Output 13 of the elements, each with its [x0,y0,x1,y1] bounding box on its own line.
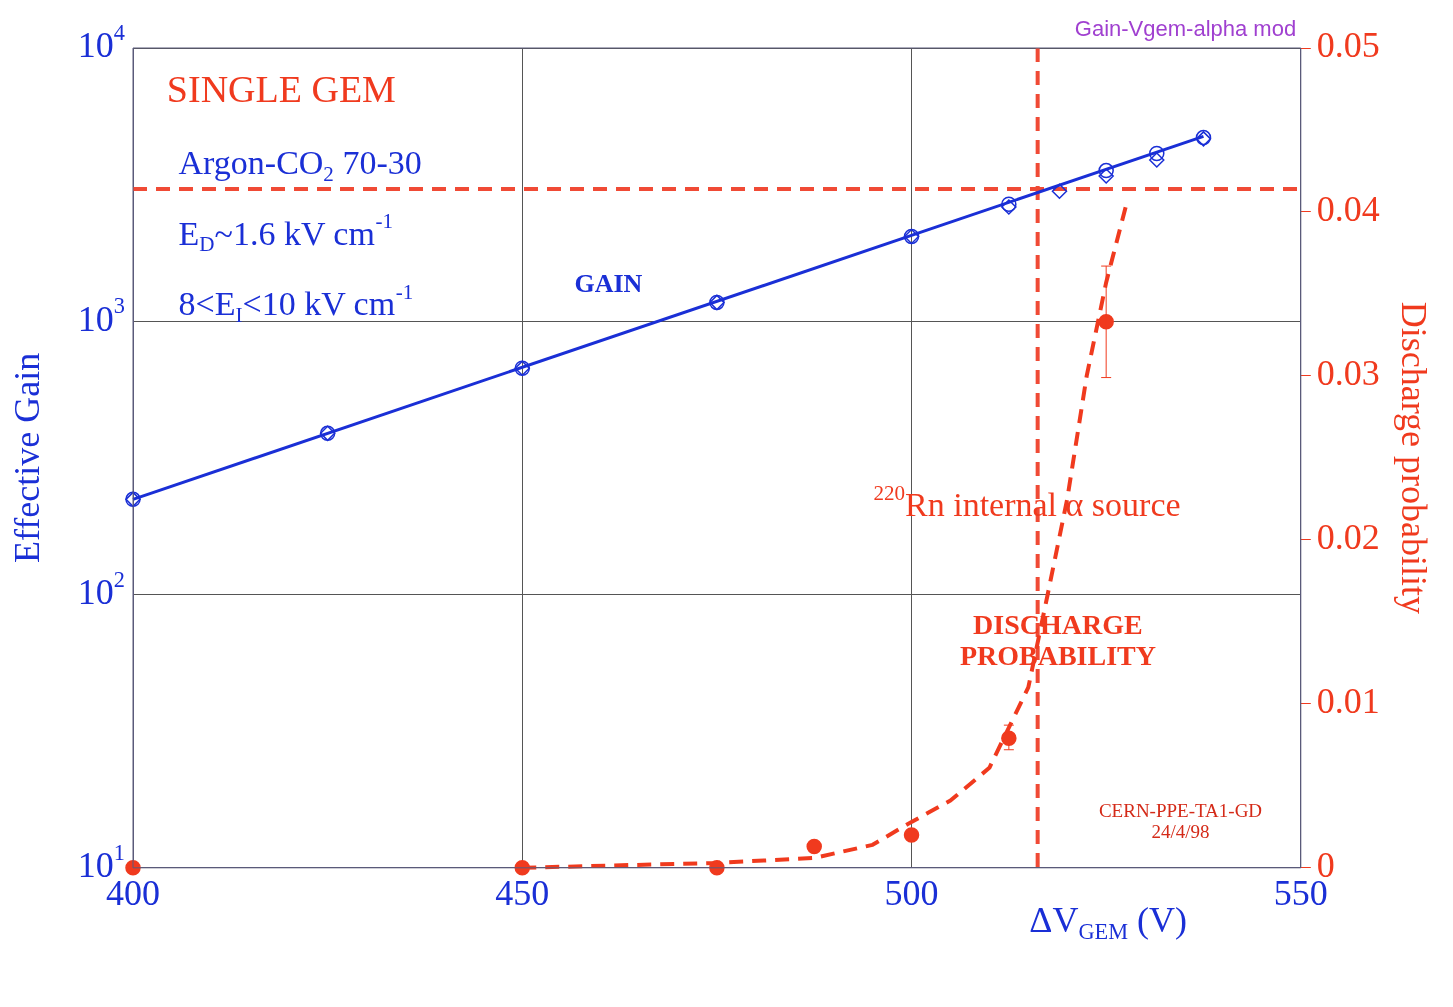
y2-tick-label: 0.01 [1316,681,1380,722]
y2-tick-label: 0.04 [1316,189,1380,230]
x-tick-label: 500 [884,872,939,913]
text: Gain-Vgem-alpha mod [1074,16,1297,42]
annotation: GAIN [574,269,643,299]
y2-tick-label: 0.02 [1316,517,1380,558]
annotation: CERN-PPE-TA1-GD 24/4/98 [1098,800,1263,842]
y-axis-title: Effective Gain [7,352,48,564]
x-tick-label: 450 [495,872,550,913]
annotation: SINGLE GEM [166,68,396,111]
y2-axis-title: Discharge probability [1393,301,1434,615]
y2-tick-label: 0.05 [1316,25,1380,66]
y2-tick-label: 0.03 [1316,353,1380,394]
